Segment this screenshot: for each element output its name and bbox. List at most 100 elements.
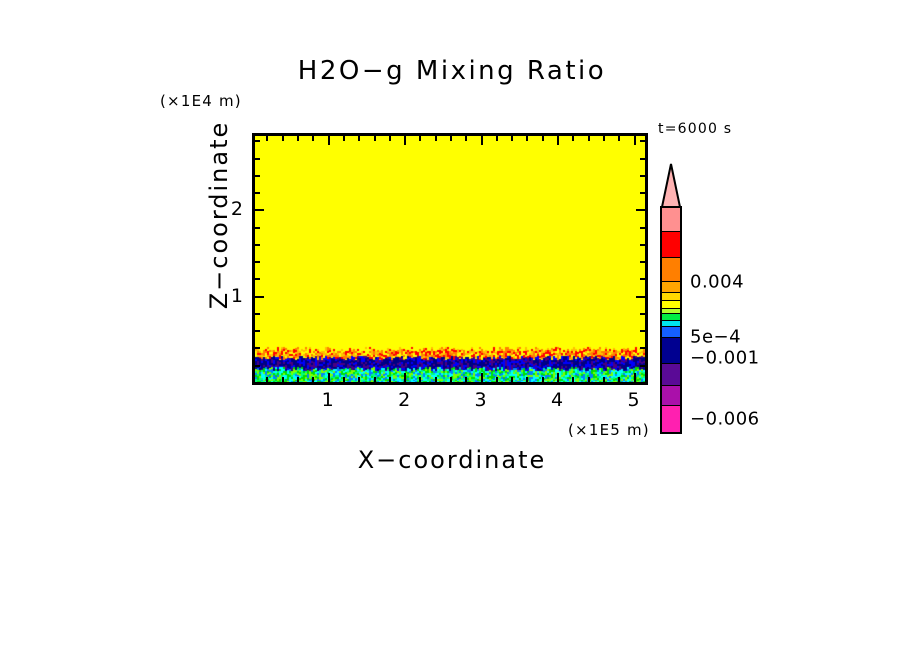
x-tick-bottom bbox=[557, 373, 560, 382]
x-axis-unit-label: (×1E5 m) bbox=[568, 421, 650, 439]
x-tick-top bbox=[358, 136, 361, 141]
y-tick-left bbox=[255, 312, 260, 315]
y-tick-right bbox=[640, 312, 645, 315]
x-tick-bottom bbox=[312, 377, 315, 382]
y-tick-right bbox=[640, 278, 645, 281]
colorbar-tick-label: −0.001 bbox=[690, 347, 760, 369]
colorbar-tick-label: −0.006 bbox=[690, 408, 760, 430]
x-tick-top bbox=[465, 136, 468, 141]
colorbar-band bbox=[662, 327, 680, 338]
colorbar-band bbox=[662, 208, 680, 233]
x-tick-top bbox=[557, 136, 560, 145]
y-tick-left bbox=[255, 278, 260, 281]
y-tick-label: 1 bbox=[230, 284, 243, 307]
colorbar-band bbox=[662, 337, 680, 364]
x-tick-top bbox=[511, 136, 514, 141]
x-tick-top bbox=[373, 136, 376, 141]
x-tick-bottom bbox=[419, 377, 422, 382]
x-tick-top bbox=[495, 136, 498, 141]
y-tick-left bbox=[255, 330, 260, 333]
x-tick-label: 3 bbox=[474, 389, 487, 411]
x-tick-bottom bbox=[572, 377, 575, 382]
x-tick-top bbox=[312, 136, 315, 141]
x-tick-bottom bbox=[495, 377, 498, 382]
z-axis-unit-label: (×1E4 m) bbox=[160, 92, 242, 110]
colorbar-band bbox=[662, 363, 680, 386]
y-tick-left bbox=[255, 261, 260, 264]
colorbar-band bbox=[662, 406, 680, 432]
y-tick-right bbox=[640, 243, 645, 246]
colorbar-band bbox=[662, 232, 680, 258]
x-tick-top bbox=[404, 136, 407, 145]
y-tick-right bbox=[640, 382, 645, 384]
y-tick-left bbox=[255, 295, 264, 298]
x-tick-bottom bbox=[602, 377, 605, 382]
heatmap-field bbox=[255, 136, 645, 382]
y-tick-right bbox=[640, 364, 645, 367]
x-tick-top bbox=[266, 136, 269, 141]
x-tick-bottom bbox=[480, 373, 483, 382]
x-tick-label: 1 bbox=[321, 389, 334, 411]
y-tick-left bbox=[255, 157, 260, 160]
colorbar-band bbox=[662, 257, 680, 283]
colorbar-tick-label: 0.004 bbox=[690, 271, 745, 293]
colorbar-band bbox=[662, 308, 680, 315]
x-tick-bottom bbox=[342, 377, 345, 382]
plot-area bbox=[252, 133, 648, 385]
y-tick-left bbox=[255, 174, 260, 177]
x-tick-top bbox=[327, 136, 330, 145]
colorbar-band bbox=[662, 320, 680, 328]
x-tick-top bbox=[480, 136, 483, 145]
colorbar-band bbox=[662, 282, 680, 294]
y-tick-right bbox=[636, 209, 645, 212]
page-title: H2O−g Mixing Ratio bbox=[297, 56, 607, 86]
x-tick-top bbox=[633, 136, 636, 145]
x-tick-bottom bbox=[633, 373, 636, 382]
x-tick-bottom bbox=[388, 377, 391, 382]
x-tick-bottom bbox=[541, 377, 544, 382]
x-tick-label: 5 bbox=[627, 389, 640, 411]
y-tick-left bbox=[255, 140, 260, 143]
x-tick-bottom bbox=[511, 377, 514, 382]
x-tick-top bbox=[526, 136, 529, 141]
x-tick-top bbox=[388, 136, 391, 141]
x-tick-bottom bbox=[587, 377, 590, 382]
y-tick-right bbox=[640, 226, 645, 229]
y-tick-left bbox=[255, 243, 260, 246]
colorbar-band bbox=[662, 293, 680, 302]
y-tick-right bbox=[636, 295, 645, 298]
x-tick-bottom bbox=[465, 377, 468, 382]
x-tick-bottom bbox=[358, 377, 361, 382]
x-tick-bottom bbox=[297, 377, 300, 382]
x-tick-top bbox=[602, 136, 605, 141]
x-tick-bottom bbox=[434, 377, 437, 382]
y-tick-left bbox=[255, 364, 260, 367]
x-tick-bottom bbox=[266, 377, 269, 382]
colorbar-bands bbox=[660, 206, 682, 434]
x-tick-top bbox=[342, 136, 345, 141]
x-tick-top bbox=[281, 136, 284, 141]
colorbar-tick-label: 5e−4 bbox=[690, 326, 742, 348]
y-tick-left bbox=[255, 192, 260, 195]
x-axis-title: X−coordinate bbox=[357, 446, 547, 474]
x-tick-top bbox=[541, 136, 544, 141]
colorbar-band bbox=[662, 301, 680, 309]
y-tick-right bbox=[640, 192, 645, 195]
y-tick-left bbox=[255, 226, 260, 229]
x-tick-bottom bbox=[404, 373, 407, 382]
x-tick-top bbox=[297, 136, 300, 141]
x-tick-bottom bbox=[373, 377, 376, 382]
y-tick-right bbox=[640, 174, 645, 177]
x-tick-top bbox=[419, 136, 422, 141]
x-tick-top bbox=[618, 136, 621, 141]
y-tick-right bbox=[640, 330, 645, 333]
y-tick-label: 2 bbox=[230, 198, 243, 221]
y-tick-right bbox=[640, 261, 645, 264]
x-tick-bottom bbox=[526, 377, 529, 382]
x-tick-bottom bbox=[618, 377, 621, 382]
x-tick-top bbox=[587, 136, 590, 141]
x-tick-bottom bbox=[450, 377, 452, 382]
y-tick-left bbox=[255, 209, 264, 212]
colorbar-band bbox=[662, 314, 680, 321]
x-tick-label: 4 bbox=[551, 389, 564, 411]
